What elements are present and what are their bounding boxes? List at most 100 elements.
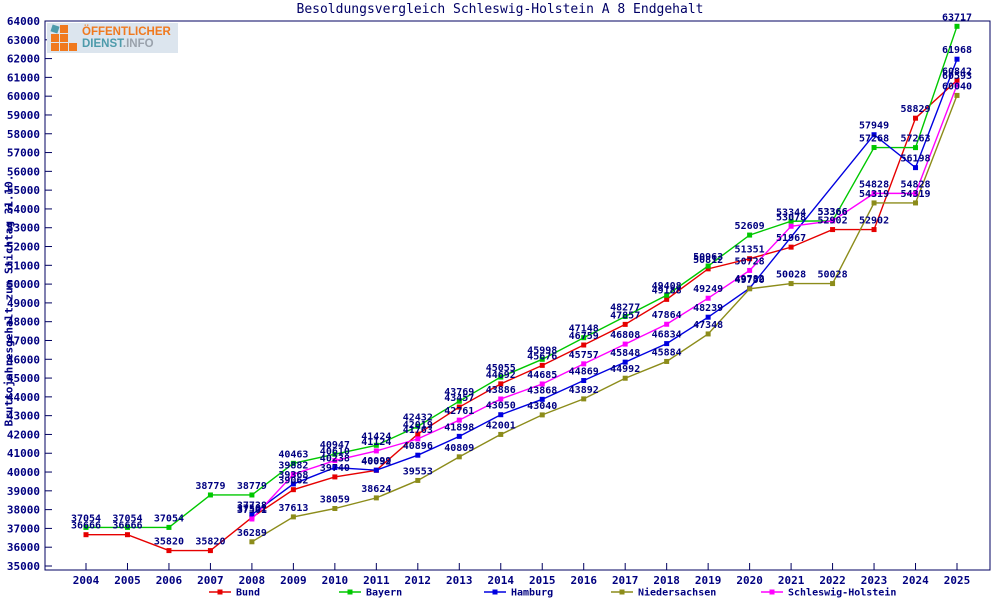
y-tick-label: 49000: [7, 297, 40, 310]
data-point: [456, 454, 462, 460]
y-tick-label: 48000: [7, 316, 40, 329]
x-tick-label: 2021: [778, 574, 805, 587]
legend-marker: [347, 589, 353, 595]
data-point-label: 44869: [569, 367, 599, 378]
data-point-label: 39553: [403, 466, 433, 477]
data-point-label: 42761: [444, 406, 474, 417]
data-point: [954, 92, 960, 98]
data-point: [249, 512, 255, 518]
data-point: [332, 474, 338, 480]
data-point: [788, 223, 794, 229]
data-point: [871, 200, 877, 206]
data-point-label: 40099: [361, 456, 391, 467]
data-point: [373, 448, 379, 454]
logo-icon: [50, 24, 77, 51]
data-point: [747, 286, 753, 292]
data-point-label: 44692: [486, 370, 516, 381]
data-point: [456, 404, 462, 410]
data-point: [705, 266, 711, 272]
legend-item-bayern: Bayern: [339, 588, 402, 599]
data-point-label: 47148: [569, 324, 599, 335]
data-point: [290, 514, 296, 520]
legend-item-bund: Bund: [209, 588, 260, 599]
y-tick-label: 64000: [7, 15, 40, 28]
data-point-label: 47864: [652, 310, 682, 321]
data-point-label: 54319: [900, 189, 930, 200]
chart-title: Besoldungsvergleich Schleswig-Holstein A…: [296, 2, 704, 17]
y-tick-label: 46000: [7, 353, 40, 366]
data-point: [664, 341, 670, 347]
point-labels: 36666 36666 35820 35820 37581 39062 39740 40092…: [71, 12, 972, 547]
data-point: [498, 374, 504, 380]
data-point-label: 41424: [361, 431, 391, 442]
y-tick-label: 62000: [7, 53, 40, 66]
legend-marker: [769, 589, 775, 595]
series-line: [86, 26, 958, 529]
data-point-label: 50028: [818, 270, 848, 281]
data-point-label: 45998: [527, 345, 557, 356]
data-point: [539, 362, 545, 368]
data-point-label: 60593: [942, 71, 972, 82]
data-point: [913, 200, 919, 206]
data-point: [249, 516, 255, 522]
data-point-label: 45757: [569, 350, 599, 361]
data-point-label: 35820: [195, 537, 225, 548]
data-point-label: 42019: [403, 420, 433, 431]
logo-square: [60, 34, 68, 42]
series-schleswig-holstein: [249, 82, 960, 522]
logo-square: [60, 25, 68, 33]
x-tick-label: 2020: [736, 574, 763, 587]
data-point: [871, 190, 877, 196]
data-point-label: 38779: [195, 481, 225, 492]
data-point-label: 51351: [735, 245, 765, 256]
data-point: [539, 396, 545, 402]
y-tick-label: 53000: [7, 222, 40, 235]
data-point: [539, 412, 545, 418]
data-point-label: 36289: [237, 528, 267, 539]
y-axis: 35000 36000 37000 38000 39000 40000 41000 42000…: [7, 15, 52, 573]
data-point: [290, 481, 296, 487]
data-point-label: 42001: [486, 420, 516, 431]
x-tick-label: 2009: [280, 574, 307, 587]
data-point-label: 60842: [942, 66, 972, 77]
data-point: [498, 412, 504, 418]
data-point-label: 49782: [735, 274, 765, 285]
y-tick-label: 39000: [7, 485, 40, 498]
data-point: [871, 145, 877, 151]
y-tick-label: 58000: [7, 128, 40, 141]
data-point-label: 56198: [900, 154, 930, 165]
data-point: [249, 539, 255, 545]
y-tick-label: 43000: [7, 410, 40, 423]
data-point: [622, 313, 628, 319]
data-point-label: 44685: [527, 370, 557, 381]
x-tick-label: 2025: [944, 574, 971, 587]
data-point: [124, 532, 130, 538]
legend-label: Bund: [236, 588, 260, 599]
data-point: [456, 398, 462, 404]
data-point: [871, 227, 877, 233]
data-point: [373, 495, 379, 501]
data-point-label: 52902: [818, 216, 848, 227]
y-tick-label: 60000: [7, 90, 40, 103]
x-tick-label: 2010: [322, 574, 349, 587]
data-point: [913, 190, 919, 196]
series-line: [251, 95, 958, 543]
data-point: [788, 218, 794, 224]
data-point-label: 45676: [527, 351, 557, 362]
data-point: [290, 487, 296, 493]
data-point: [539, 381, 545, 387]
data-point-label: 43892: [569, 385, 599, 396]
data-point: [83, 524, 89, 530]
data-point: [747, 256, 753, 262]
legend-marker: [492, 589, 498, 595]
data-point-label: 43769: [444, 387, 474, 398]
x-tick-label: 2023: [861, 574, 888, 587]
data-point-label: 45848: [610, 348, 640, 359]
x-tick-label: 2017: [612, 574, 639, 587]
data-point-label: 37501: [237, 505, 267, 516]
data-point: [83, 532, 89, 538]
y-tick-label: 52000: [7, 241, 40, 254]
series-hamburg: [249, 56, 960, 518]
data-point: [373, 442, 379, 448]
